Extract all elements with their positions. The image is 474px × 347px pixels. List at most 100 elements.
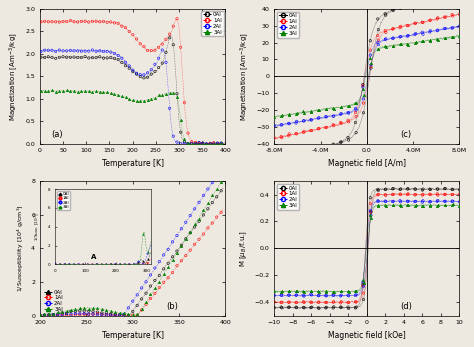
Point: [441, 198, 449, 204]
Point: [352, 288, 360, 294]
Point: [300, 118, 307, 124]
Point: [382, 199, 390, 204]
Text: (a): (a): [51, 130, 63, 139]
Point: [293, 288, 301, 294]
Point: [166, 31, 173, 37]
Point: [204, 206, 212, 212]
Point: [441, 14, 448, 20]
Point: [85, 19, 92, 25]
Point: [162, 50, 170, 55]
Point: [191, 141, 199, 146]
Point: [307, 128, 315, 133]
Point: [41, 88, 48, 93]
Point: [344, 118, 352, 123]
Point: [78, 55, 85, 60]
Point: [181, 100, 188, 105]
Point: [89, 47, 96, 53]
Point: [308, 289, 315, 294]
Point: [184, 141, 192, 146]
Point: [344, 300, 352, 305]
Legend: 0Al, 1Al, 2Al, 3Al: 0Al, 1Al, 2Al, 3Al: [277, 184, 299, 210]
Point: [315, 116, 322, 121]
Point: [177, 141, 184, 146]
Point: [412, 1, 419, 6]
Point: [404, 41, 411, 47]
Point: [103, 55, 111, 61]
Point: [186, 247, 194, 253]
Point: [92, 88, 100, 94]
Point: [441, 26, 448, 31]
Point: [359, 281, 367, 287]
Point: [367, 61, 375, 66]
Point: [419, 20, 427, 25]
Point: [217, 140, 225, 146]
Point: [345, 103, 353, 109]
Point: [352, 101, 360, 106]
Point: [397, 24, 404, 29]
Point: [374, 42, 382, 48]
Point: [278, 289, 285, 294]
Point: [427, 0, 434, 2]
Point: [67, 313, 75, 318]
Point: [166, 90, 173, 95]
Point: [55, 88, 63, 94]
Point: [186, 229, 194, 234]
Point: [382, 203, 390, 209]
Point: [92, 18, 100, 24]
Point: [308, 109, 315, 115]
Point: [307, 117, 315, 122]
Point: [137, 41, 144, 46]
Point: [404, 3, 412, 8]
Point: [374, 203, 382, 209]
Point: [419, 0, 426, 4]
Point: [195, 140, 203, 145]
Point: [390, 8, 397, 13]
Point: [285, 131, 293, 137]
Point: [63, 54, 71, 60]
Point: [213, 214, 220, 220]
Point: [81, 311, 88, 316]
Point: [66, 18, 74, 23]
Point: [58, 310, 66, 316]
Point: [308, 292, 315, 298]
Point: [337, 139, 345, 145]
Point: [441, 35, 448, 41]
Point: [404, 202, 411, 208]
Point: [359, 279, 367, 285]
Point: [155, 279, 163, 285]
Point: [293, 131, 301, 137]
Point: [182, 236, 190, 241]
Point: [374, 40, 382, 45]
Point: [169, 239, 176, 245]
Point: [116, 310, 123, 316]
Point: [74, 19, 82, 25]
Point: [293, 305, 301, 311]
Point: [367, 64, 375, 69]
Point: [404, 23, 412, 28]
Point: [293, 299, 301, 305]
Point: [278, 305, 285, 311]
Point: [195, 216, 203, 221]
Point: [315, 305, 322, 311]
Point: [456, 187, 463, 193]
Point: [389, 35, 396, 41]
Point: [116, 312, 123, 318]
Point: [177, 129, 184, 135]
Point: [366, 208, 374, 213]
Point: [58, 312, 66, 317]
Point: [307, 299, 315, 305]
Point: [359, 86, 367, 92]
Point: [160, 266, 167, 272]
Point: [448, 198, 456, 204]
Point: [300, 293, 308, 299]
Point: [285, 155, 293, 161]
Point: [352, 120, 359, 125]
Point: [146, 296, 154, 301]
Point: [397, 41, 404, 47]
Point: [330, 289, 337, 294]
Point: [188, 141, 195, 146]
Point: [66, 48, 74, 53]
Point: [120, 312, 128, 318]
Point: [103, 19, 111, 25]
Point: [345, 306, 353, 311]
